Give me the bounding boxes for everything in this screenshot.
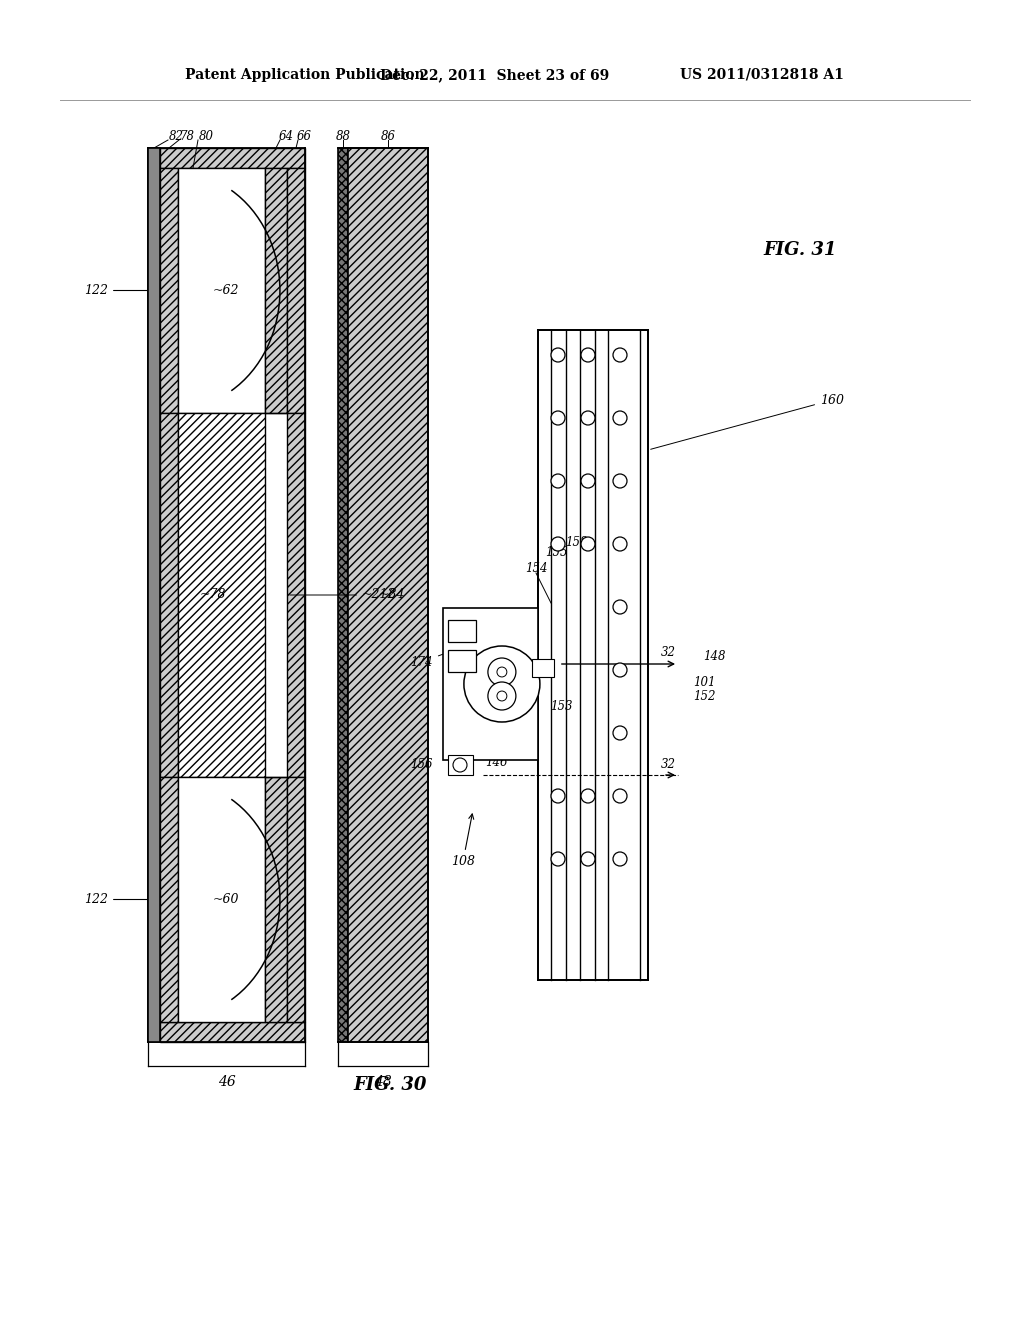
Circle shape <box>613 348 627 362</box>
Text: Dec. 22, 2011  Sheet 23 of 69: Dec. 22, 2011 Sheet 23 of 69 <box>380 69 609 82</box>
Bar <box>531 659 554 677</box>
Text: ~62: ~62 <box>213 284 239 297</box>
Text: 46: 46 <box>218 1074 236 1089</box>
Bar <box>449 649 476 672</box>
Text: FIG. 30: FIG. 30 <box>353 1076 427 1094</box>
Text: 146: 146 <box>485 756 508 770</box>
Text: 82: 82 <box>169 131 183 144</box>
Text: 160: 160 <box>650 393 844 449</box>
Bar <box>160 148 305 168</box>
Text: ~84: ~84 <box>379 589 406 602</box>
Text: ~78: ~78 <box>200 589 226 602</box>
Bar <box>265 777 287 1022</box>
Text: 158: 158 <box>565 536 587 549</box>
Circle shape <box>551 348 565 362</box>
Circle shape <box>613 601 627 614</box>
Text: 101: 101 <box>693 676 716 689</box>
Circle shape <box>453 758 467 772</box>
Text: 86: 86 <box>381 129 395 143</box>
Bar <box>538 330 648 979</box>
Circle shape <box>613 474 627 488</box>
Text: 32: 32 <box>660 759 676 771</box>
Bar <box>160 1022 305 1041</box>
Circle shape <box>613 537 627 550</box>
Bar <box>338 148 348 1041</box>
Bar <box>178 413 265 777</box>
Circle shape <box>581 348 595 362</box>
Text: Patent Application Publication: Patent Application Publication <box>185 69 425 82</box>
Text: 148: 148 <box>703 649 725 663</box>
Bar <box>148 148 160 1041</box>
Circle shape <box>613 726 627 741</box>
Text: ~212: ~212 <box>290 589 396 602</box>
Circle shape <box>551 411 565 425</box>
Circle shape <box>613 789 627 803</box>
Bar <box>449 755 473 775</box>
Bar <box>160 413 178 777</box>
Text: 64: 64 <box>279 131 294 144</box>
Bar <box>287 168 305 413</box>
Text: 32: 32 <box>660 645 676 659</box>
Circle shape <box>581 851 595 866</box>
Bar <box>287 777 305 1022</box>
Bar <box>160 777 178 1022</box>
Bar <box>348 148 428 1041</box>
Circle shape <box>613 851 627 866</box>
Text: 155: 155 <box>545 546 567 560</box>
Circle shape <box>613 411 627 425</box>
Bar <box>287 413 305 777</box>
Text: FIG. 31: FIG. 31 <box>763 242 837 259</box>
Circle shape <box>487 682 516 710</box>
Circle shape <box>581 537 595 550</box>
Text: 122: 122 <box>84 894 158 906</box>
Text: 174: 174 <box>411 643 473 668</box>
Text: 48: 48 <box>374 1074 392 1089</box>
Text: 78: 78 <box>179 131 195 144</box>
Circle shape <box>551 789 565 803</box>
Bar <box>178 168 265 413</box>
Text: 108: 108 <box>451 814 475 869</box>
Circle shape <box>581 789 595 803</box>
Text: 154: 154 <box>524 561 547 574</box>
Bar <box>443 609 538 760</box>
Circle shape <box>487 657 516 686</box>
Text: 80: 80 <box>199 131 213 144</box>
Circle shape <box>581 474 595 488</box>
Circle shape <box>551 537 565 550</box>
Bar <box>178 777 265 1022</box>
Bar <box>265 168 287 413</box>
Circle shape <box>551 851 565 866</box>
Text: 152: 152 <box>693 689 716 702</box>
Text: 156: 156 <box>411 759 433 771</box>
Text: US 2011/0312818 A1: US 2011/0312818 A1 <box>680 69 844 82</box>
Circle shape <box>464 645 540 722</box>
Circle shape <box>497 692 507 701</box>
Text: 88: 88 <box>336 129 350 143</box>
Text: 122: 122 <box>84 284 158 297</box>
Text: 66: 66 <box>297 131 311 144</box>
Circle shape <box>613 663 627 677</box>
Circle shape <box>551 474 565 488</box>
Circle shape <box>497 667 507 677</box>
Circle shape <box>581 411 595 425</box>
Bar <box>160 168 178 413</box>
Text: 153: 153 <box>551 700 573 713</box>
Text: ~60: ~60 <box>213 894 239 906</box>
Bar <box>449 620 476 642</box>
